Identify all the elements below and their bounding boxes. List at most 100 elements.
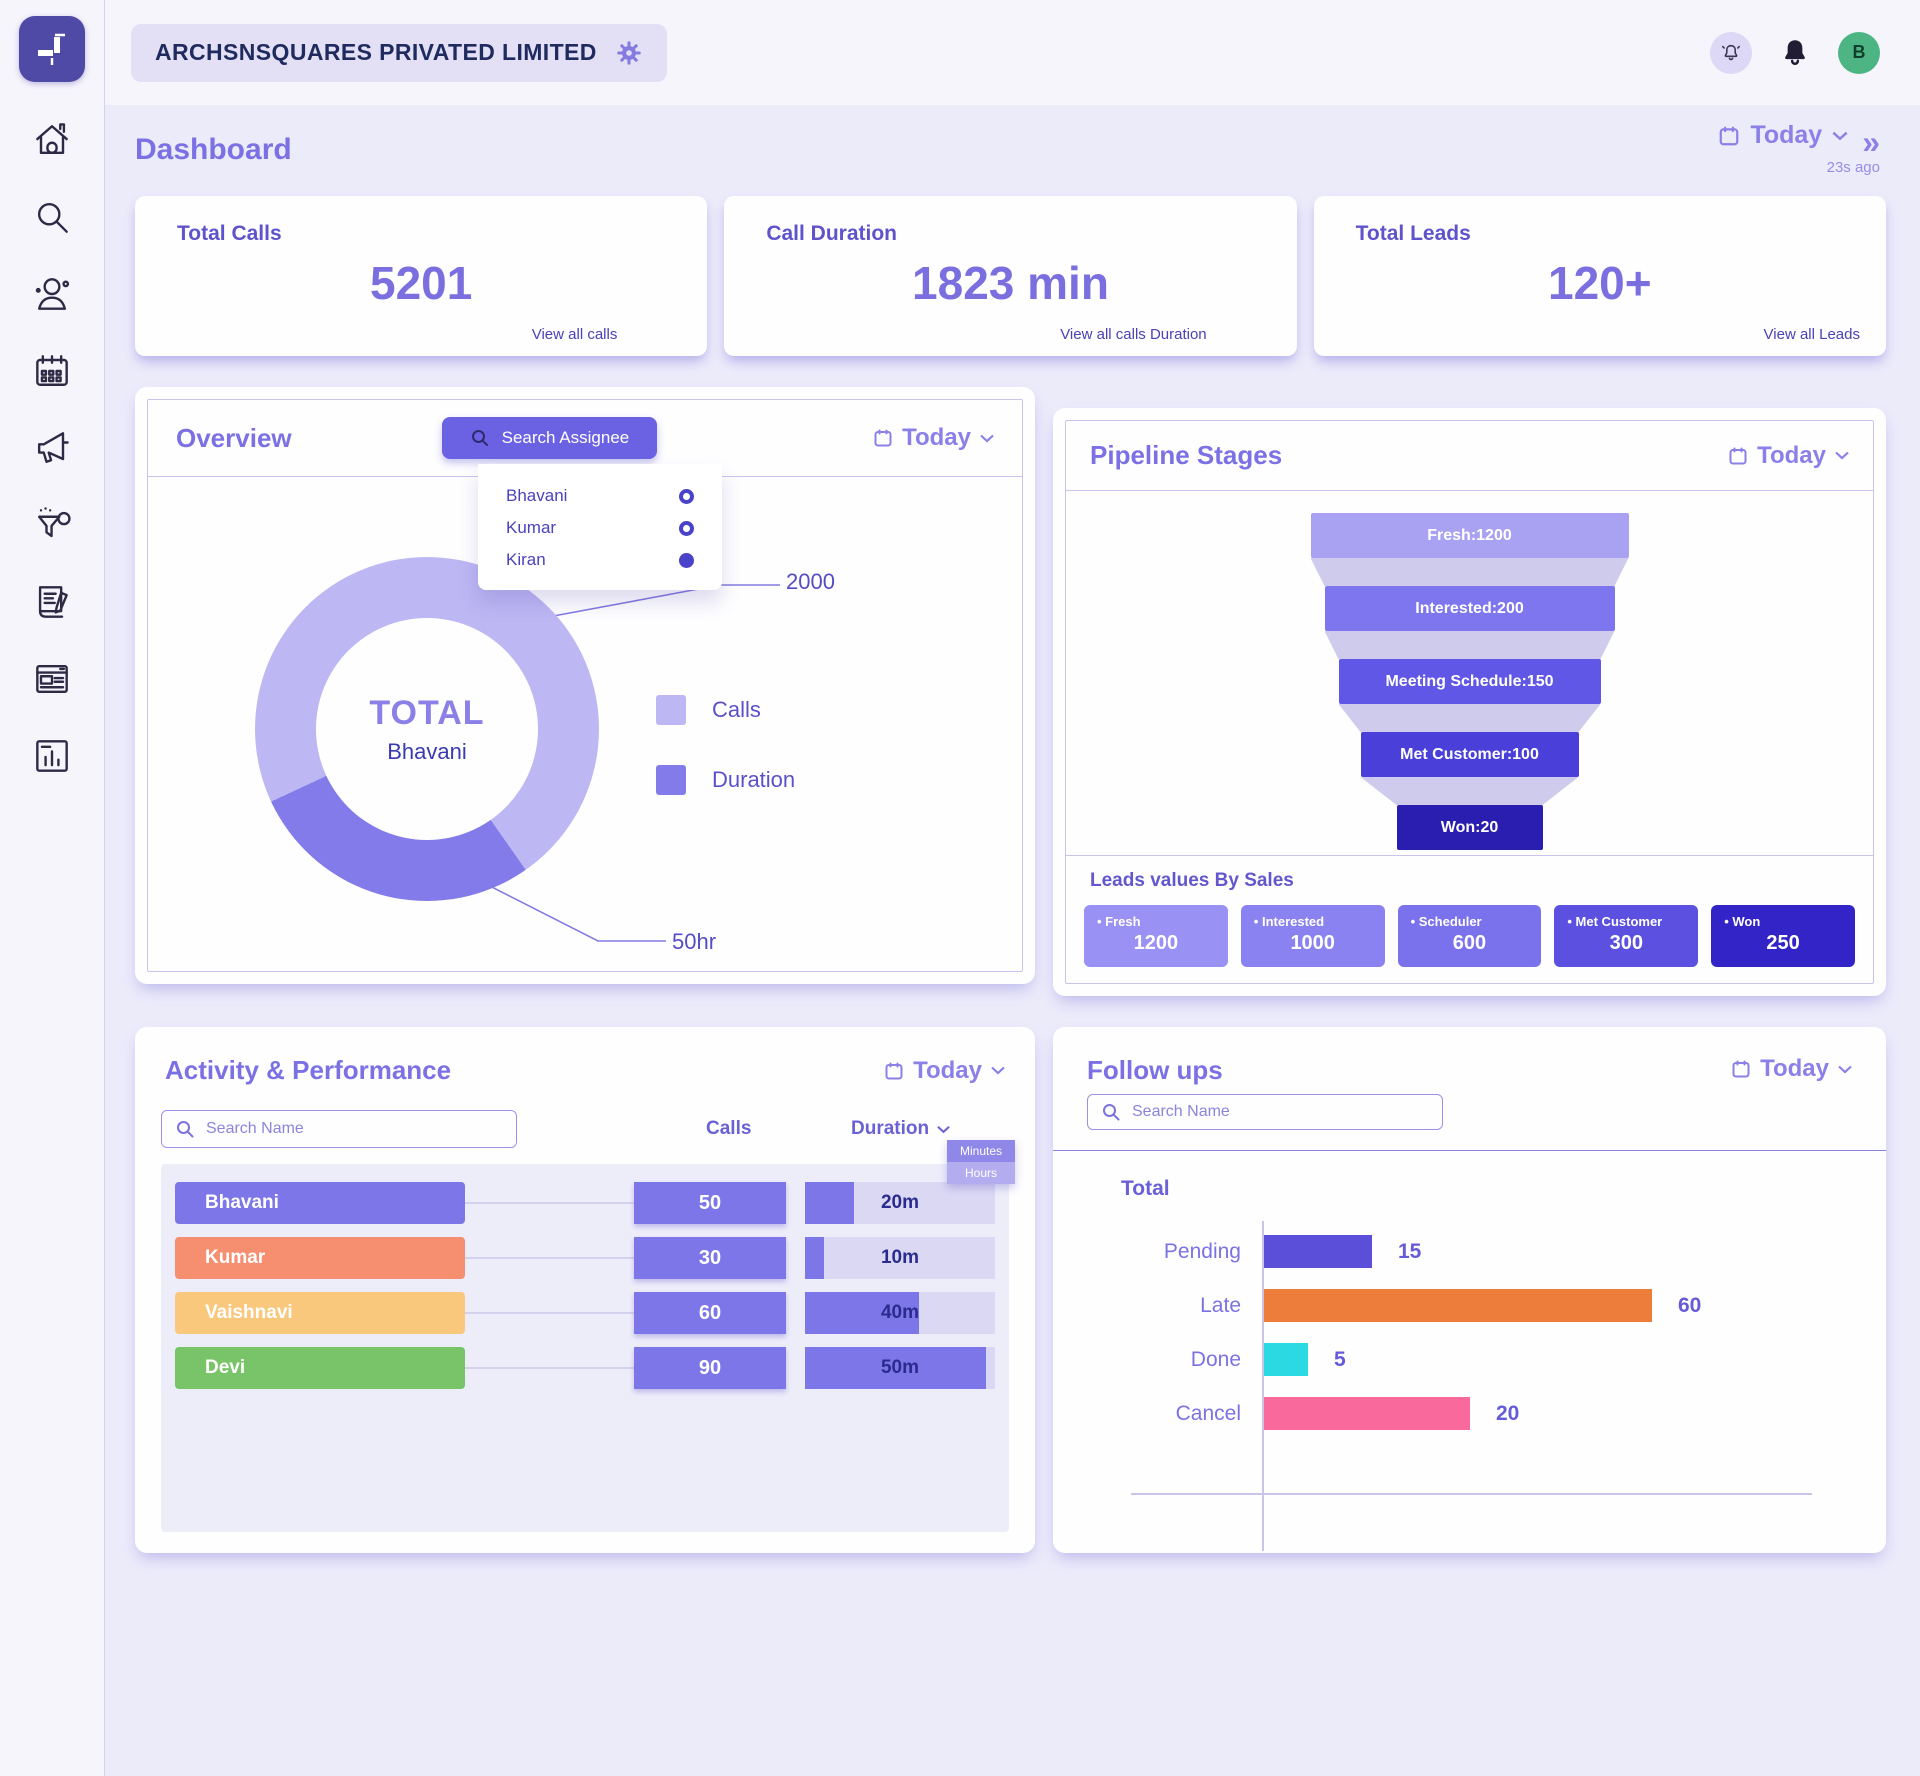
- funnel-stage-fresh[interactable]: Fresh:1200: [1310, 513, 1629, 558]
- sidebar-item-search[interactable]: [28, 193, 76, 241]
- lead-card-won[interactable]: • Won 250: [1711, 905, 1855, 967]
- duration-fill: [805, 1237, 824, 1279]
- sidebar-item-calendar[interactable]: [28, 347, 76, 395]
- lead-card-scheduler[interactable]: • Scheduler 600: [1397, 905, 1542, 967]
- lead-value: 1200: [1133, 932, 1179, 954]
- lead-card-interested[interactable]: • Interested 1000: [1240, 905, 1385, 967]
- duration-fill: [805, 1347, 986, 1389]
- sidebar-item-notes[interactable]: [28, 578, 76, 626]
- funnel-stage-met-customer[interactable]: Met Customer:100: [1360, 732, 1579, 777]
- legend-swatch-icon: [656, 765, 686, 795]
- legend-label: Duration: [712, 767, 796, 792]
- funnel-stage-interested[interactable]: Interested:200: [1324, 586, 1615, 631]
- activity-date-filter[interactable]: Today: [884, 1057, 1005, 1085]
- lead-label: • Interested: [1253, 914, 1325, 929]
- followups-panel: Follow ups Today Tota: [1053, 1027, 1886, 1553]
- sidebar: [0, 0, 105, 1776]
- collapse-panel-icon[interactable]: »: [1862, 124, 1880, 161]
- assignee-option-kiran[interactable]: Kiran: [478, 544, 722, 576]
- followup-bar[interactable]: [1263, 1235, 1372, 1268]
- followup-row-done: Done 5: [1191, 1343, 1856, 1376]
- followup-row-cancel: Cancel 20: [1176, 1397, 1856, 1430]
- lead-label: • Fresh: [1097, 914, 1141, 929]
- lead-label: • Won: [1724, 914, 1761, 929]
- duration-value: 50m: [880, 1357, 920, 1378]
- assignee-option-kumar[interactable]: Kumar: [478, 512, 722, 544]
- activity-search-input[interactable]: [161, 1110, 517, 1148]
- view-all-duration-link[interactable]: View all calls Duration: [1060, 326, 1207, 343]
- assignee-option-bhavani[interactable]: Bhavani: [478, 480, 722, 512]
- followup-bar[interactable]: [1263, 1343, 1308, 1376]
- page-title: Dashboard: [135, 133, 292, 166]
- sidebar-item-lead-filter[interactable]: [28, 501, 76, 549]
- connector-line: [465, 1202, 634, 1204]
- chevron-down-icon: [1838, 1065, 1852, 1073]
- overview-donut-chart: TOTAL Bhavani 2000 50hr Calls Duration: [148, 477, 1022, 971]
- agent-name-bar[interactable]: Vaishnavi: [175, 1292, 465, 1334]
- followup-category-label: Cancel: [1175, 1401, 1241, 1425]
- user-avatar[interactable]: B: [1838, 31, 1880, 74]
- date-filter-label: Today: [1757, 441, 1826, 469]
- overview-date-filter[interactable]: Today: [873, 424, 994, 452]
- global-date-filter[interactable]: Today: [1718, 121, 1848, 150]
- stat-value: 5201: [369, 257, 473, 309]
- agent-name-bar[interactable]: Kumar: [175, 1237, 465, 1279]
- followup-value: 5: [1334, 1347, 1346, 1371]
- customers-icon: [35, 278, 70, 310]
- gear-icon[interactable]: [615, 39, 643, 67]
- legend-item-duration: Duration: [656, 765, 795, 795]
- radio-unselected-icon[interactable]: [679, 488, 694, 504]
- followups-search-input[interactable]: [1087, 1094, 1443, 1130]
- duration-bar: 10m: [805, 1237, 995, 1279]
- followup-row-late: Late 60: [1200, 1289, 1856, 1322]
- radio-unselected-icon[interactable]: [679, 520, 694, 536]
- calendar-icon: [1732, 1060, 1750, 1078]
- app-logo[interactable]: [19, 16, 85, 82]
- calendar-icon: [874, 429, 892, 447]
- agent-name-bar[interactable]: Devi: [175, 1347, 465, 1389]
- agent-name-bar[interactable]: Bhavani: [175, 1182, 465, 1224]
- connector-line: [465, 1367, 634, 1369]
- page-header: Dashboard Today » 23s ago: [135, 105, 1886, 196]
- last-updated: 23s ago: [1826, 159, 1880, 177]
- x-axis-line: [1131, 1493, 1812, 1495]
- pipeline-date-filter[interactable]: Today: [1728, 442, 1849, 470]
- funnel-stage-won[interactable]: Won:20: [1396, 805, 1543, 850]
- calls-value: 30: [634, 1237, 786, 1279]
- funnel-stage-meeting-schedule[interactable]: Meeting Schedule:150: [1338, 659, 1601, 704]
- sidebar-item-campaigns[interactable]: [28, 424, 76, 472]
- followups-date-filter[interactable]: Today: [1731, 1055, 1852, 1083]
- duration-column-header[interactable]: Duration: [851, 1118, 950, 1140]
- date-filter-label: Today: [902, 424, 971, 451]
- donut-ring[interactable]: TOTAL Bhavani: [255, 557, 599, 901]
- home-icon: [36, 123, 68, 155]
- activity-search: [161, 1110, 517, 1148]
- stats-row: Total Calls 5201 View all calls Call Dur…: [135, 196, 1886, 356]
- duration-option-hours[interactable]: Hours: [947, 1162, 1015, 1184]
- funnel-connector: [1360, 777, 1579, 805]
- duration-option-minutes[interactable]: Minutes: [947, 1140, 1015, 1162]
- lead-card-fresh[interactable]: • Fresh 1200: [1084, 905, 1228, 967]
- lead-card-met-customer[interactable]: • Met Customer 300: [1554, 905, 1699, 967]
- funnel-connector: [1324, 631, 1615, 659]
- sidebar-item-customers[interactable]: [28, 270, 76, 318]
- notifications-button[interactable]: [1778, 36, 1812, 70]
- activity-title: Activity & Performance: [165, 1055, 452, 1085]
- chevron-down-icon: [980, 434, 994, 442]
- view-all-calls-link[interactable]: View all calls: [531, 326, 618, 343]
- followup-bar[interactable]: [1263, 1289, 1652, 1322]
- calls-value: 60: [634, 1292, 786, 1334]
- radio-selected-icon[interactable]: [679, 552, 694, 568]
- followup-bar[interactable]: [1263, 1397, 1470, 1430]
- sidebar-item-web-forms[interactable]: [28, 655, 76, 703]
- leads-by-sales-section: Leads values By Sales • Fresh 1200 • Inter…: [1066, 855, 1873, 983]
- company-selector[interactable]: ARCHSNSQUARES PRIVATED LIMITED: [131, 23, 667, 82]
- view-all-leads-link[interactable]: View all Leads: [1763, 326, 1860, 343]
- sidebar-item-reports[interactable]: [28, 732, 76, 780]
- duration-bar: 50m: [805, 1347, 995, 1389]
- sidebar-item-home[interactable]: [28, 116, 76, 164]
- lead-label: • Met Customer: [1567, 914, 1663, 929]
- search-assignee-button[interactable]: Search Assignee: [441, 417, 658, 459]
- alerts-button[interactable]: [1710, 31, 1752, 74]
- alarm-bell-icon: [1721, 44, 1741, 60]
